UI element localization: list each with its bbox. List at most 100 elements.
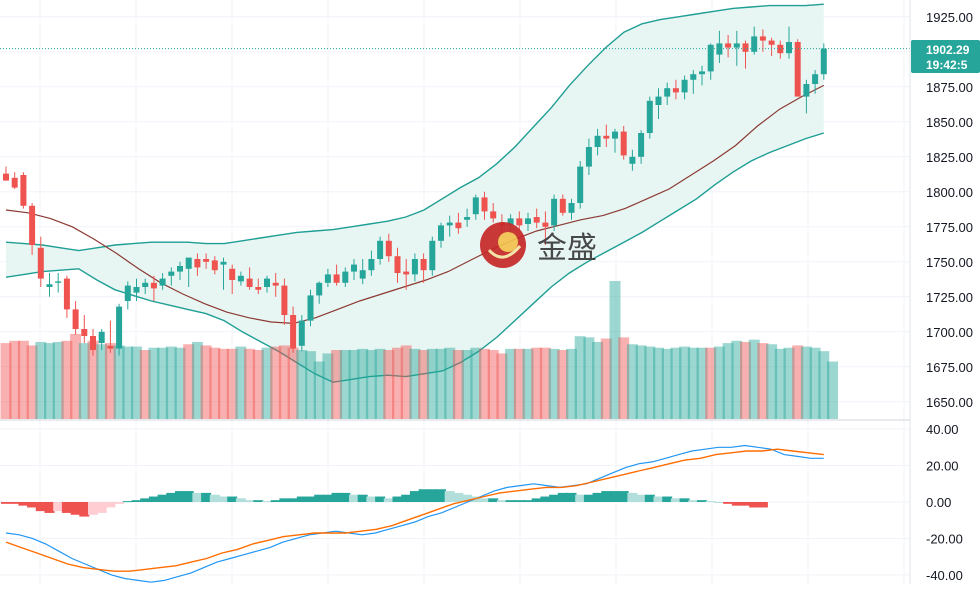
candle <box>246 267 253 290</box>
volume-bar <box>270 346 282 419</box>
candle-body <box>638 133 645 157</box>
volume-bar <box>287 347 299 419</box>
volume-bar <box>139 350 151 419</box>
macd-histogram-bar <box>105 502 116 508</box>
candle <box>577 161 584 209</box>
candle <box>133 278 140 301</box>
candle <box>298 315 305 352</box>
volume-bar <box>792 345 804 419</box>
price-tick-label: 1775.00 <box>926 220 973 235</box>
candle-body <box>290 315 297 349</box>
macd-histogram-bar <box>679 498 690 502</box>
volume-bar <box>244 348 256 419</box>
volume-bar <box>78 343 90 419</box>
macd-histogram-bar <box>488 498 499 502</box>
bollinger-basis-line <box>5 84 825 325</box>
candle-body <box>150 282 157 289</box>
candle <box>638 130 645 164</box>
candle-body <box>324 274 331 283</box>
candle-body <box>690 74 697 80</box>
candle-body <box>481 197 488 212</box>
macd-histogram-bar <box>9 502 20 504</box>
macd-histogram-bar <box>322 494 333 502</box>
signal-line <box>5 448 824 572</box>
volume-bar <box>70 333 82 419</box>
candle-body <box>29 205 36 245</box>
volume-bar <box>191 341 203 419</box>
candle <box>699 65 705 86</box>
volume-bar <box>365 350 377 419</box>
candle <box>542 211 549 245</box>
candle <box>3 166 9 181</box>
candle-body <box>533 217 540 223</box>
candle-body <box>281 285 288 315</box>
macd-histogram-bar <box>418 489 429 502</box>
volume-bar <box>479 348 490 419</box>
candle <box>794 39 801 97</box>
candle-body <box>455 222 462 229</box>
candle-body <box>542 222 549 227</box>
candle <box>533 208 540 229</box>
indicator-axis[interactable]: 40.00 20.00 0.00 -20.00 -40.00 <box>926 422 963 583</box>
candle-body <box>81 329 88 336</box>
volume-bar <box>400 345 412 419</box>
macd-line <box>5 444 824 583</box>
volume-bar <box>44 343 55 419</box>
candle <box>612 128 618 153</box>
candle-body <box>298 320 305 346</box>
macd-histogram-bar <box>644 494 655 502</box>
candle-body <box>620 131 627 156</box>
candle <box>11 172 18 189</box>
volume-bar <box>17 340 29 419</box>
candle-body <box>812 74 819 84</box>
candle-body <box>333 274 340 283</box>
macd-histogram-bar <box>549 494 560 502</box>
candle <box>490 203 497 223</box>
volume-bar <box>566 348 577 419</box>
volume-bar <box>296 350 308 419</box>
candle <box>290 306 297 353</box>
volume-bar <box>531 347 543 419</box>
volume-bar <box>722 343 734 419</box>
candle-body <box>629 156 636 164</box>
candle-body <box>63 278 70 310</box>
candle-body <box>377 240 384 259</box>
candle-body <box>742 43 749 52</box>
candle <box>333 264 340 286</box>
candle <box>690 70 697 94</box>
last-price-tag[interactable]: 1902.29 19:42:5 <box>911 40 980 73</box>
volume-bar <box>348 350 360 419</box>
volume-bar <box>705 347 717 419</box>
macd-histogram-bar <box>296 496 307 502</box>
volume-bar <box>357 348 369 419</box>
bollinger-lower-line <box>5 132 825 383</box>
volume-bar <box>0 343 12 419</box>
macd-histogram-bar <box>96 502 107 513</box>
volume-bar <box>435 348 447 419</box>
candle-body <box>803 84 810 97</box>
macd-histogram-bar <box>436 489 446 502</box>
macd-histogram-bar <box>88 502 98 515</box>
volume-bar <box>783 347 795 419</box>
macd-histogram-bar <box>375 496 386 502</box>
candle-body <box>664 88 671 97</box>
candle <box>316 281 323 304</box>
candle <box>237 271 244 286</box>
macd-histogram-bar <box>557 492 568 502</box>
candle-body <box>507 218 514 226</box>
macd-histogram-bar <box>401 494 412 502</box>
candle <box>516 211 523 231</box>
macd-histogram-bar <box>349 494 359 502</box>
macd-histogram-bar <box>235 498 246 502</box>
candle-body <box>472 197 479 215</box>
candle <box>751 26 758 55</box>
candle <box>655 88 662 119</box>
candle-body <box>142 282 149 287</box>
volume-bar <box>122 346 134 419</box>
candle-body <box>568 203 575 213</box>
macd-histogram-bar <box>653 496 664 502</box>
volume-bar <box>653 347 664 419</box>
candle-body <box>420 259 427 271</box>
